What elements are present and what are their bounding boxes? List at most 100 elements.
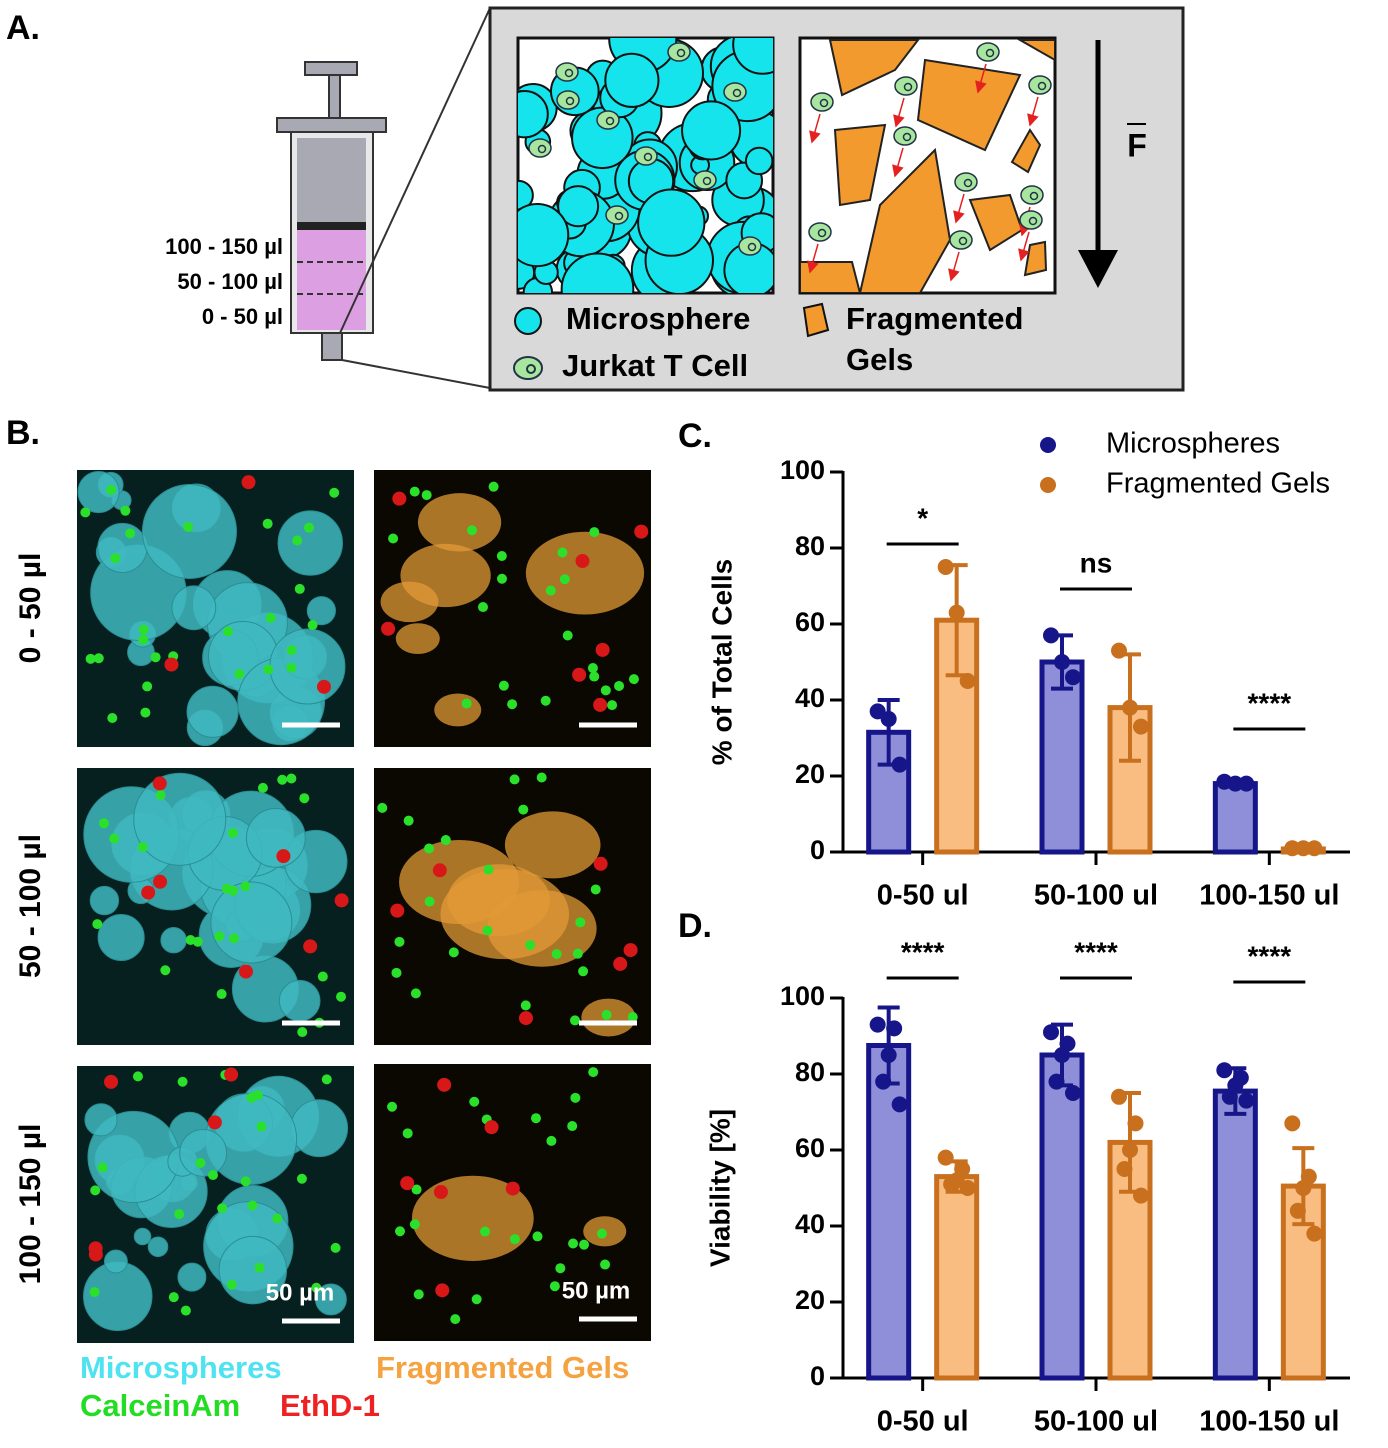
live-cell: [222, 626, 233, 637]
data-point: [1065, 1085, 1081, 1101]
live-cell: [559, 574, 570, 585]
cell: [605, 205, 629, 225]
cell-nucleus: [902, 132, 912, 142]
microsphere-blob: [133, 772, 227, 866]
live-cell: [601, 1009, 612, 1020]
data-point: [1054, 654, 1070, 670]
live-cell: [520, 1000, 531, 1011]
volume-label: 100 - 150 µl: [165, 234, 283, 259]
bar: [1039, 1052, 1085, 1381]
significance-label: *: [917, 502, 928, 533]
live-cell: [440, 835, 451, 846]
data-point: [1221, 1088, 1238, 1105]
live-cell: [627, 1012, 638, 1023]
live-cell: [214, 931, 225, 942]
live-cell: [466, 525, 477, 536]
live-cell: [536, 772, 547, 783]
cell-nucleus: [958, 236, 968, 246]
legend-label: Microspheres: [80, 1350, 282, 1385]
live-cell: [160, 965, 171, 976]
live-cell: [410, 988, 421, 999]
live-cell: [589, 527, 600, 538]
live-cell: [256, 1121, 267, 1132]
data-point: [1065, 669, 1081, 686]
migration-arrow: [1018, 231, 1030, 262]
x-tick-label: 50-100 ul: [1034, 880, 1158, 912]
dead-cell: [437, 1077, 452, 1092]
live-cell: [469, 1096, 480, 1107]
live-cell: [265, 612, 276, 623]
live-cell: [590, 884, 601, 895]
micrograph: [374, 1064, 651, 1341]
live-cell: [567, 1121, 578, 1132]
microsphere: [518, 90, 549, 139]
live-cell: [411, 1184, 422, 1195]
dead-cell: [224, 1067, 239, 1082]
microsphere: [557, 185, 600, 228]
panel-label: C.: [678, 417, 712, 455]
cell-nucleus: [817, 228, 827, 238]
data-point: [1048, 1073, 1065, 1090]
live-cell: [614, 680, 625, 691]
legend-label: Microspheres: [1106, 428, 1280, 460]
row-label: 50 - 100 µl: [14, 834, 47, 978]
live-cell: [177, 1076, 188, 1087]
cell: [893, 126, 917, 146]
live-cell: [110, 553, 121, 564]
migration-arrow: [809, 113, 821, 144]
data-point: [1295, 840, 1312, 857]
migration-arrow: [953, 193, 965, 224]
data-point: [959, 673, 976, 689]
cell: [808, 222, 832, 242]
cell: [723, 82, 747, 102]
live-cell: [403, 815, 414, 826]
live-cell: [294, 583, 305, 594]
syringe: [276, 7, 491, 389]
data-point: [1238, 1092, 1255, 1109]
live-cell: [155, 790, 166, 801]
micrograph: [77, 470, 354, 747]
cell: [1028, 75, 1052, 95]
cell-nucleus: [1028, 216, 1038, 226]
microsphere-blob: [147, 1236, 169, 1258]
cell: [976, 42, 1000, 62]
force-label: F: [1127, 127, 1147, 163]
microsphere-blob: [171, 585, 217, 631]
dead-cell: [400, 1176, 415, 1191]
microsphere-blob: [269, 628, 346, 705]
data-point: [1043, 1024, 1059, 1041]
bar: [1212, 781, 1258, 855]
live-cell: [575, 917, 586, 928]
live-cell: [549, 1281, 560, 1292]
data-point: [1133, 718, 1149, 735]
live-cell: [568, 1238, 579, 1249]
live-cell: [257, 782, 268, 793]
legend-label: Microsphere: [566, 301, 750, 336]
data-point: [1133, 1187, 1149, 1204]
live-cell: [311, 1282, 322, 1293]
dead-cell: [505, 1181, 520, 1196]
gel-blob: [417, 493, 502, 552]
data-point: [948, 604, 965, 621]
live-cell: [221, 883, 232, 894]
x-tick-label: 0-50 ul: [877, 880, 969, 912]
dead-cell: [153, 874, 168, 889]
panel-label: B.: [6, 414, 40, 452]
cell: [667, 42, 691, 62]
live-cell: [85, 653, 96, 664]
microsphere-blob: [103, 1249, 128, 1274]
live-cell: [297, 1027, 308, 1038]
data-point: [1295, 1180, 1312, 1196]
live-cell: [589, 671, 600, 682]
live-cell: [262, 518, 273, 529]
data-point: [886, 1020, 903, 1037]
data-point: [937, 1149, 954, 1166]
data-point: [937, 559, 954, 575]
live-cell: [240, 881, 251, 892]
bar: [934, 1174, 980, 1381]
data-point: [875, 1073, 892, 1090]
volume-label: 50 - 100 µl: [177, 269, 283, 294]
dead-cell: [613, 956, 628, 971]
x-tick-label: 100-150 ul: [1199, 880, 1339, 912]
y-tick-label: 100: [780, 981, 825, 1011]
